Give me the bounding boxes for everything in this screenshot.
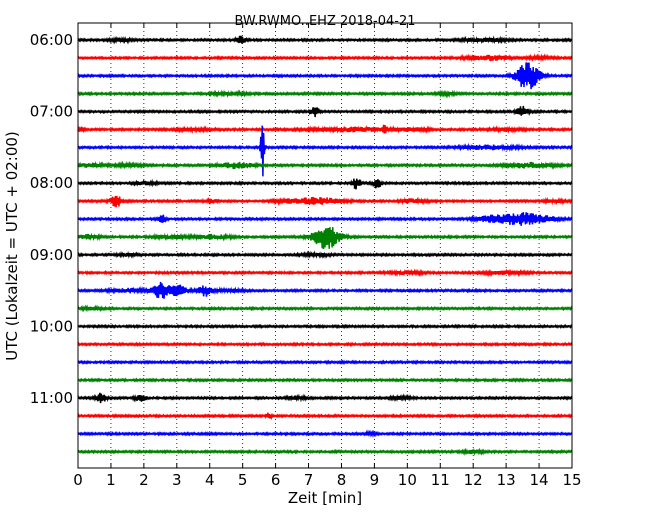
trace-line xyxy=(77,281,573,299)
x-tick-label: 12 xyxy=(464,471,483,489)
trace-line xyxy=(77,377,573,383)
x-tick-label: 3 xyxy=(172,471,182,489)
x-tick-label: 2 xyxy=(139,471,149,489)
x-tick-label: 13 xyxy=(497,471,516,489)
y-axis-label: UTC (Lokalzeit = UTC + 02:00) xyxy=(3,131,21,361)
plot-frame xyxy=(77,22,573,469)
trace-line xyxy=(77,160,573,170)
trace-line xyxy=(77,359,573,366)
y-tick-label: 07:00 xyxy=(30,103,73,121)
trace-line xyxy=(77,447,573,457)
x-tick-label: 8 xyxy=(337,471,347,489)
trace-line xyxy=(77,227,573,250)
trace-line xyxy=(77,304,573,313)
trace-line xyxy=(77,250,573,259)
x-tick-label: 5 xyxy=(238,471,248,489)
x-axis-label: Zeit [min] xyxy=(288,489,362,507)
trace-line xyxy=(77,62,573,90)
trace-line xyxy=(77,125,573,177)
y-tick-label: 06:00 xyxy=(30,31,73,49)
chart-title: BW.RWMO..EHZ 2018-04-21 xyxy=(234,14,415,29)
trace-line xyxy=(77,412,573,421)
trace-line xyxy=(77,178,573,190)
trace-line xyxy=(77,89,573,99)
x-tick-label: 15 xyxy=(562,471,581,489)
trace-line xyxy=(77,105,573,118)
x-tick-label: 10 xyxy=(398,471,417,489)
trace-line xyxy=(77,429,573,439)
trace-line xyxy=(77,323,573,330)
y-axis-ticks: 06:00 07:00 08:00 09:00 10:00 11:00 xyxy=(30,31,572,407)
trace-line xyxy=(77,212,573,226)
x-tick-label: 9 xyxy=(370,471,380,489)
y-tick-label: 10:00 xyxy=(30,317,73,335)
trace-line xyxy=(77,124,573,134)
x-tick-label: 6 xyxy=(271,471,281,489)
x-tick-label: 7 xyxy=(304,471,314,489)
trace-line xyxy=(77,392,573,404)
trace-line xyxy=(77,195,573,208)
y-tick-label: 08:00 xyxy=(30,174,73,192)
trace-line xyxy=(77,53,573,63)
x-tick-label: 14 xyxy=(530,471,549,489)
trace-line xyxy=(77,341,573,348)
y-tick-label: 11:00 xyxy=(30,389,73,407)
x-tick-label: 4 xyxy=(205,471,215,489)
x-tick-label: 11 xyxy=(431,471,450,489)
trace-line xyxy=(77,268,573,278)
trace-line xyxy=(77,35,573,45)
x-tick-label: 0 xyxy=(73,471,83,489)
x-axis-ticks: 0 1 2 3 4 5 6 7 8 9 10 11 12 13 14 15 xyxy=(73,23,582,489)
y-tick-label: 09:00 xyxy=(30,246,73,264)
trace-group xyxy=(77,35,573,457)
x-tick-label: 1 xyxy=(106,471,116,489)
